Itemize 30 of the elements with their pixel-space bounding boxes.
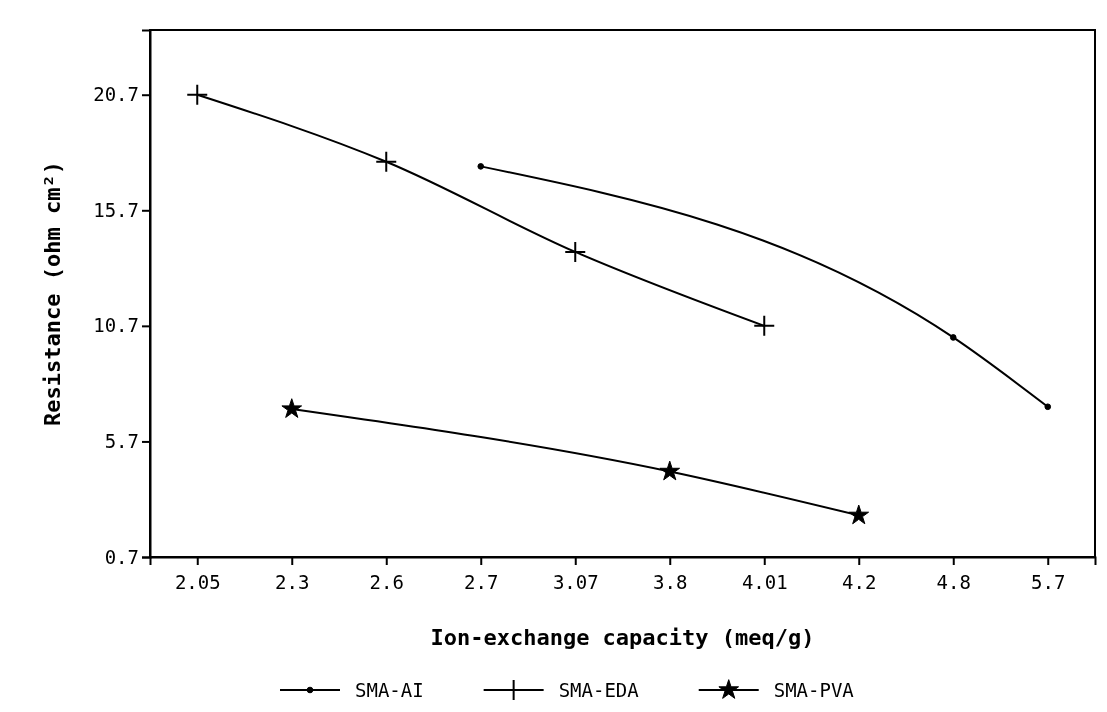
- y-axis-title: Resistance (ohm cm²): [40, 161, 65, 426]
- y-tick-label: 5.7: [104, 430, 139, 453]
- legend-label: SMA-PVA: [773, 679, 855, 701]
- x-tick-label: 4.8: [936, 570, 971, 593]
- x-tick-label: 4.2: [842, 570, 877, 593]
- y-tick-label: 15.7: [93, 198, 139, 221]
- x-tick-label: 5.7: [1031, 570, 1066, 593]
- x-axis-title: Ion-exchange capacity (meq/g): [430, 625, 815, 650]
- point: [281, 398, 303, 418]
- point: [186, 83, 209, 106]
- x-tick-label: 3.07: [552, 570, 599, 593]
- point: [753, 314, 776, 337]
- point: [848, 504, 870, 525]
- x-tick-label: 2.05: [174, 570, 221, 593]
- point: [375, 150, 398, 173]
- y-tick-label: 0.7: [104, 545, 139, 568]
- point: [477, 163, 485, 170]
- x-tick-label: 2.3: [275, 570, 310, 593]
- legend-label: SMA-EDA: [558, 679, 640, 701]
- x-tick-label: 2.7: [464, 570, 499, 593]
- point: [949, 334, 957, 341]
- y-tick-label: 20.7: [93, 83, 139, 106]
- legend-label: SMA-AI: [355, 679, 424, 701]
- x-tick-label: 2.6: [369, 570, 404, 593]
- x-tick-label: 4.01: [741, 570, 788, 593]
- y-tick-label: 10.7: [93, 314, 139, 337]
- point: [1044, 403, 1052, 411]
- x-tick-label: 3.8: [653, 570, 688, 593]
- point: [659, 460, 681, 481]
- point: [564, 240, 587, 263]
